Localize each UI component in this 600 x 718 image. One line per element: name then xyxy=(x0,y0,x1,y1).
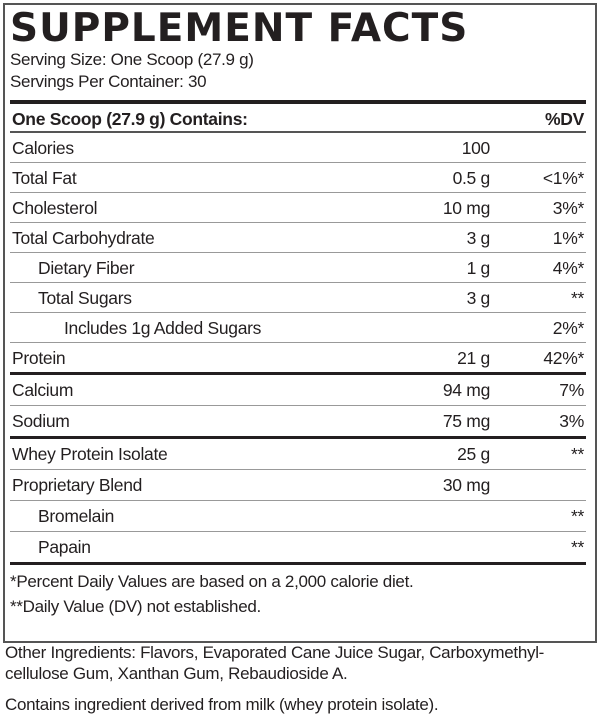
nutrient-dv: 3%* xyxy=(552,198,585,218)
allergen-statement: Contains ingredient derived from milk (w… xyxy=(5,695,439,714)
footnote-dv: *Percent Daily Values are based on a 2,0… xyxy=(10,572,414,591)
table-row: Bromelain ** xyxy=(10,501,586,532)
nutrient-dv: ** xyxy=(570,288,584,308)
table-row: Total Sugars 3 g ** xyxy=(10,283,586,313)
table-row: Cholesterol 10 mg 3%* xyxy=(10,193,586,223)
header-dv: %DV xyxy=(545,109,584,129)
table-row: Calories 100 xyxy=(10,133,586,163)
serving-size: Serving Size: One Scoop (27.9 g) xyxy=(10,50,254,69)
table-row: Dietary Fiber 1 g 4%* xyxy=(10,253,586,283)
table-row: Protein 21 g 42%* xyxy=(10,343,586,375)
servings-per-container: Servings Per Container: 30 xyxy=(10,72,207,91)
nutrient-amount: 25 g xyxy=(457,444,490,464)
nutrient-dv: ** xyxy=(570,444,584,464)
nutrient-name: Sodium xyxy=(12,411,70,431)
nutrient-name: Papain xyxy=(38,537,91,557)
nutrient-dv: 4%* xyxy=(552,258,585,278)
table-row: Whey Protein Isolate 25 g ** xyxy=(10,439,586,470)
table-row: Papain ** xyxy=(10,532,586,565)
nutrient-amount: 100 xyxy=(461,138,491,158)
other-ingredients: Other Ingredients: Flavors, Evaporated C… xyxy=(5,643,545,683)
table-row: Total Fat 0.5 g <1%* xyxy=(10,163,586,193)
nutrient-amount: 0.5 g xyxy=(452,168,491,188)
nutrient-name: Calories xyxy=(12,138,74,158)
nutrient-amount: 3 g xyxy=(466,288,491,308)
nutrient-dv: 2%* xyxy=(552,318,585,338)
nutrient-name: Total Fat xyxy=(12,168,77,188)
nutrient-name: Cholesterol xyxy=(12,198,98,218)
nutrient-amount: 94 mg xyxy=(442,380,490,400)
nutrient-dv: 1%* xyxy=(552,228,585,248)
panel-title: SUPPLEMENT FACTS xyxy=(10,6,469,51)
nutrient-name: Dietary Fiber xyxy=(38,258,135,278)
nutrient-name: Protein xyxy=(12,348,66,368)
nutrient-dv: 7% xyxy=(559,380,584,400)
nutrient-dv: 3% xyxy=(559,411,584,431)
table-row: Total Carbohydrate 3 g 1%* xyxy=(10,223,586,253)
divider-thick xyxy=(10,100,586,104)
header-label: One Scoop (27.9 g) Contains: xyxy=(12,109,248,129)
nutrient-name: Bromelain xyxy=(38,506,115,526)
nutrient-name: Calcium xyxy=(12,380,74,400)
table-row: Includes 1g Added Sugars 2%* xyxy=(10,313,586,343)
nutrient-name: Includes 1g Added Sugars xyxy=(64,318,262,338)
nutrient-amount: 3 g xyxy=(466,228,491,248)
nutrient-name: Total Sugars xyxy=(38,288,132,308)
facts-table: One Scoop (27.9 g) Contains: %DV Calorie… xyxy=(10,104,586,565)
nutrient-dv: <1%* xyxy=(542,168,584,188)
nutrient-dv: ** xyxy=(570,506,584,526)
table-row: Calcium 94 mg 7% xyxy=(10,375,586,406)
table-header: One Scoop (27.9 g) Contains: %DV xyxy=(10,104,586,133)
table-row: Sodium 75 mg 3% xyxy=(10,406,586,439)
table-row: Proprietary Blend 30 mg xyxy=(10,470,586,501)
footnote-not-established: **Daily Value (DV) not established. xyxy=(10,597,261,616)
nutrient-amount: 10 mg xyxy=(442,198,490,218)
supplement-facts-panel xyxy=(3,3,597,643)
nutrient-amount: 1 g xyxy=(466,258,491,278)
nutrient-amount: 75 mg xyxy=(442,411,490,431)
nutrient-name: Total Carbohydrate xyxy=(12,228,155,248)
nutrient-name: Proprietary Blend xyxy=(12,475,143,495)
nutrient-dv: 42%* xyxy=(543,348,584,368)
nutrient-dv: ** xyxy=(570,537,584,557)
nutrient-amount: 30 mg xyxy=(442,475,490,495)
nutrient-amount: 21 g xyxy=(457,348,490,368)
nutrient-name: Whey Protein Isolate xyxy=(12,444,168,464)
